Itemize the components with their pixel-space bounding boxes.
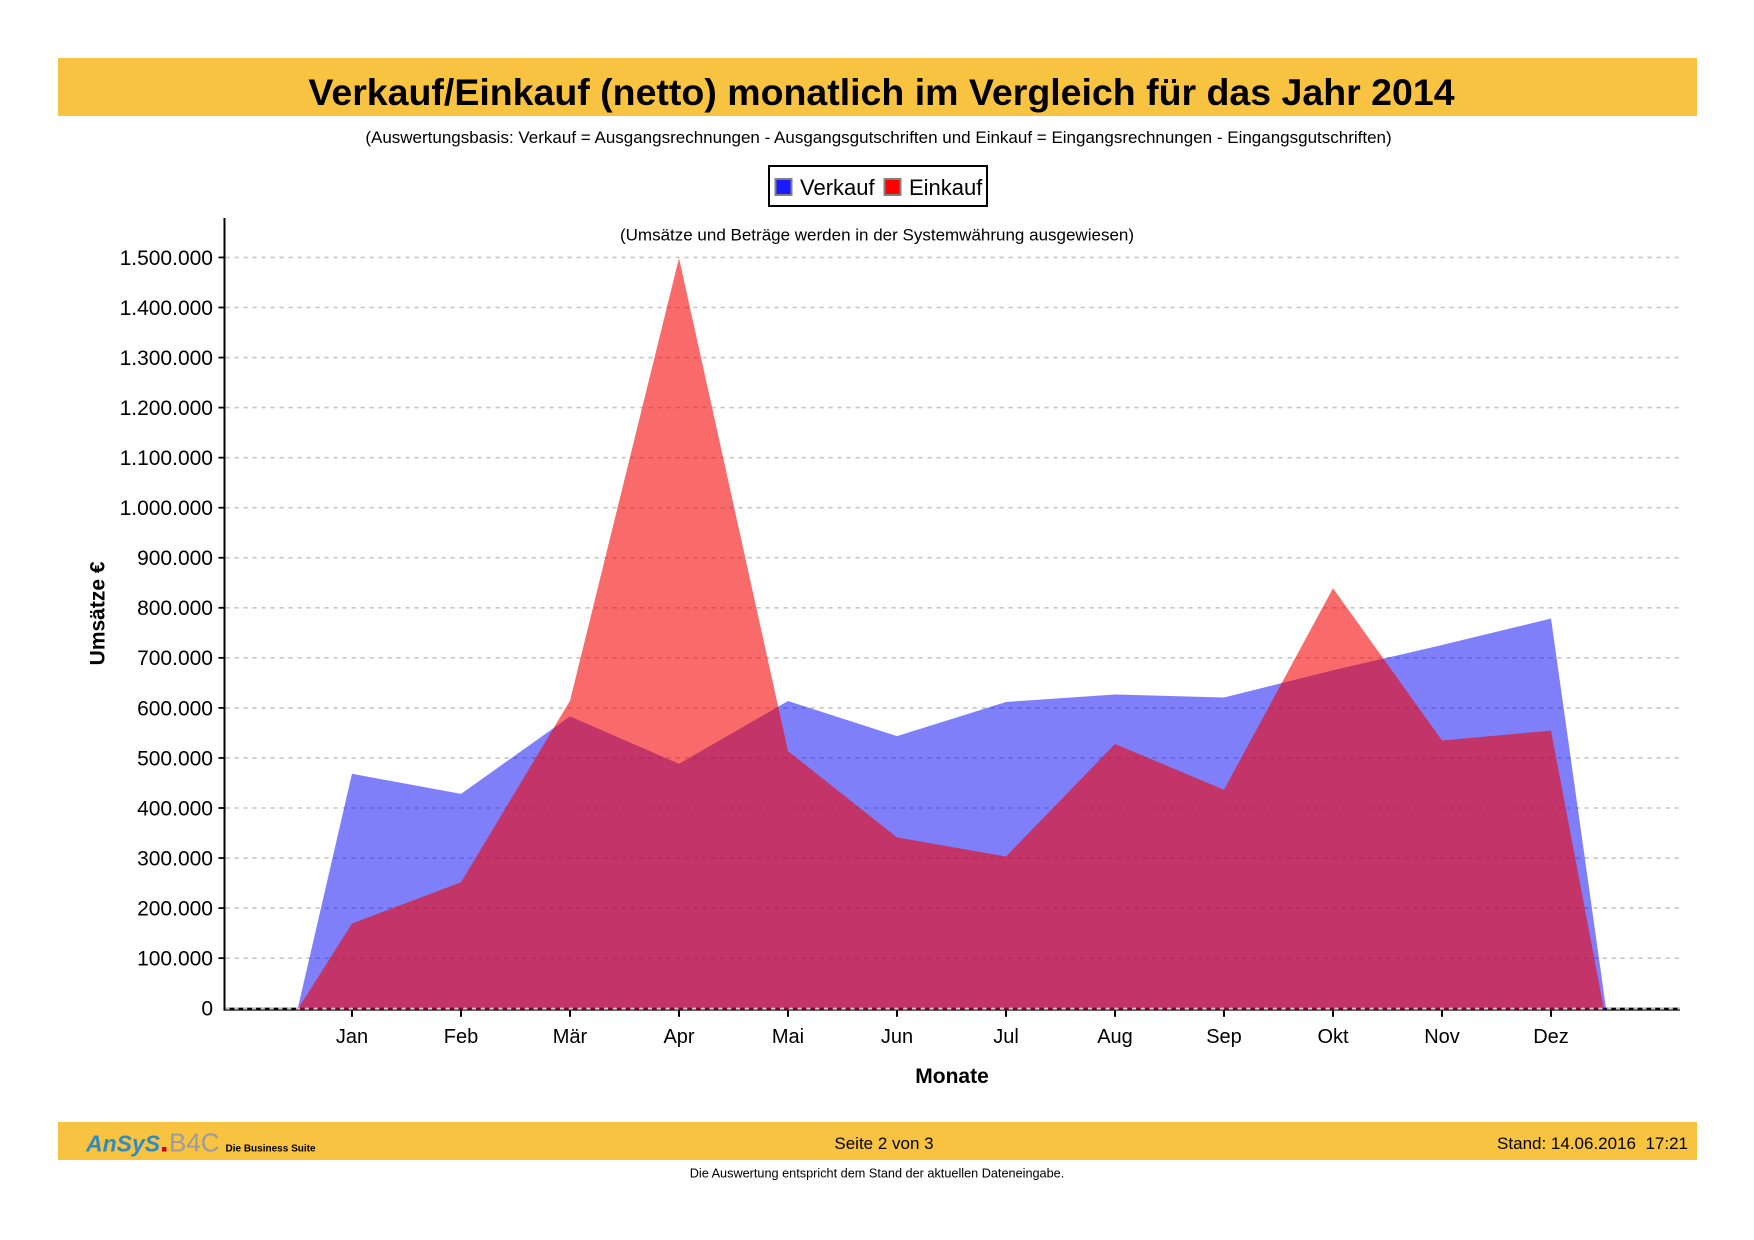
svg-text:Stand: 14.06.2016 17:21: Stand: 14.06.2016 17:21 xyxy=(1497,1134,1688,1153)
svg-text:Apr: Apr xyxy=(663,1026,694,1048)
svg-text:Okt: Okt xyxy=(1317,1026,1349,1048)
svg-text:1.000.000: 1.000.000 xyxy=(120,497,213,520)
svg-text:Jan: Jan xyxy=(336,1026,368,1048)
svg-text:100.000: 100.000 xyxy=(137,948,213,971)
svg-text:600.000: 600.000 xyxy=(137,697,213,720)
svg-text:0: 0 xyxy=(201,998,213,1021)
svg-text:Einkauf: Einkauf xyxy=(909,175,983,200)
svg-text:Mär: Mär xyxy=(553,1026,588,1048)
svg-text:Nov: Nov xyxy=(1424,1026,1460,1048)
svg-text:700.000: 700.000 xyxy=(137,647,213,670)
svg-text:AnSyS: AnSyS xyxy=(85,1131,161,1157)
svg-text:1.300.000: 1.300.000 xyxy=(120,347,213,370)
svg-text:Dez: Dez xyxy=(1533,1026,1569,1048)
svg-text:Verkauf: Verkauf xyxy=(800,175,875,200)
svg-text:Die Business Suite: Die Business Suite xyxy=(226,1144,316,1155)
svg-text:(Auswertungsbasis: Verkauf = A: (Auswertungsbasis: Verkauf = Ausgangsrec… xyxy=(365,128,1391,147)
svg-text:Verkauf/Einkauf (netto) monatl: Verkauf/Einkauf (netto) monatlich im Ver… xyxy=(308,71,1454,113)
svg-text:1.200.000: 1.200.000 xyxy=(120,397,213,420)
svg-text:200.000: 200.000 xyxy=(137,898,213,921)
svg-text:800.000: 800.000 xyxy=(137,597,213,620)
svg-text:Sep: Sep xyxy=(1206,1026,1242,1048)
svg-text:Feb: Feb xyxy=(444,1026,478,1048)
svg-text:500.000: 500.000 xyxy=(137,747,213,770)
svg-text:1.400.000: 1.400.000 xyxy=(120,297,213,320)
svg-text:1.100.000: 1.100.000 xyxy=(120,447,213,470)
svg-text:(Umsätze und Beträge werden in: (Umsätze und Beträge werden in der Syste… xyxy=(620,226,1134,245)
svg-text:B4C: B4C xyxy=(169,1128,220,1158)
svg-text:900.000: 900.000 xyxy=(137,547,213,570)
svg-text:Umsätze €: Umsätze € xyxy=(87,561,110,665)
svg-text:400.000: 400.000 xyxy=(137,797,213,820)
svg-text:Jun: Jun xyxy=(881,1026,913,1048)
svg-text:Aug: Aug xyxy=(1097,1026,1133,1048)
svg-text:1.500.000: 1.500.000 xyxy=(120,247,213,270)
svg-text:Monate: Monate xyxy=(915,1065,989,1088)
svg-text:300.000: 300.000 xyxy=(137,847,213,870)
svg-text:Mai: Mai xyxy=(772,1026,804,1048)
svg-text:Jul: Jul xyxy=(993,1026,1019,1048)
svg-text:Die Auswertung entspricht dem: Die Auswertung entspricht dem Stand der … xyxy=(690,1167,1065,1181)
svg-text:Seite 2 von 3: Seite 2 von 3 xyxy=(834,1134,933,1153)
